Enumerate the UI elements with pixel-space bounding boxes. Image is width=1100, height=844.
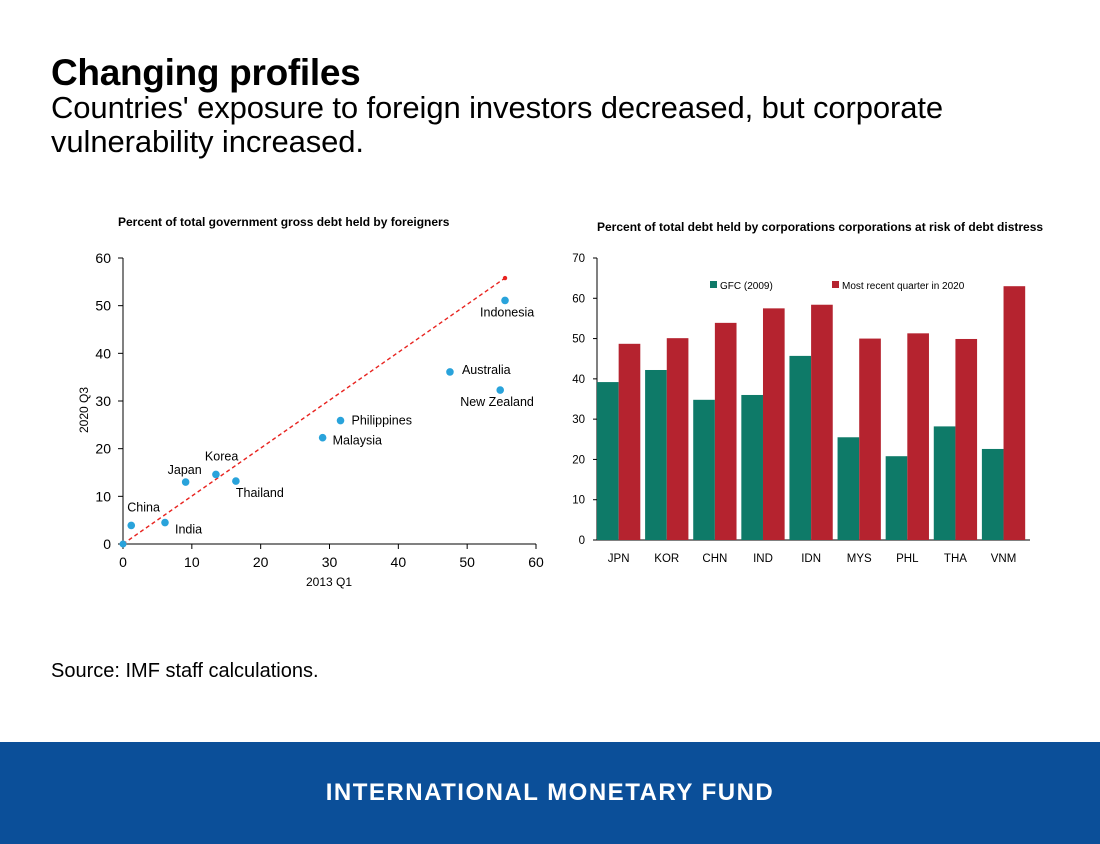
scatter-point bbox=[496, 386, 505, 394]
bar-y-tick-label: 10 bbox=[572, 495, 585, 507]
bar-recent bbox=[714, 322, 737, 540]
scatter-point-label: New Zealand bbox=[460, 395, 534, 409]
source-note: Source: IMF staff calculations. bbox=[51, 660, 319, 682]
bar-gfc bbox=[837, 437, 860, 540]
bar-category-label: JPN bbox=[608, 553, 630, 565]
scatter-x-tick-label: 30 bbox=[322, 554, 338, 570]
page-subtitle: Countries' exposure to foreign investors… bbox=[51, 90, 944, 159]
footer-banner: INTERNATIONAL MONETARY FUND bbox=[0, 742, 1100, 844]
scatter-point bbox=[212, 470, 220, 479]
bar-gfc bbox=[789, 355, 812, 540]
scatter-origin-point bbox=[119, 540, 127, 548]
bar-y-tick-label: 20 bbox=[572, 454, 585, 466]
bar-gfc bbox=[885, 456, 908, 540]
scatter-y-tick-label: 60 bbox=[95, 250, 111, 266]
bar-y-tick-label: 30 bbox=[572, 414, 585, 426]
bar-category-label: THA bbox=[944, 553, 967, 565]
scatter-point bbox=[318, 433, 327, 442]
bar-gfc bbox=[933, 426, 956, 540]
bar-recent bbox=[762, 308, 785, 540]
scatter-point-label: China bbox=[127, 500, 160, 514]
scatter-x-tick-label: 0 bbox=[119, 554, 127, 570]
bar-y-tick-label: 0 bbox=[579, 535, 585, 547]
scatter-chart-title: Percent of total government gross debt h… bbox=[118, 215, 450, 229]
scatter-x-axis-title: 2013 Q1 bbox=[306, 575, 352, 589]
bar-category-label: KOR bbox=[654, 553, 679, 565]
bar-recent bbox=[907, 333, 929, 540]
bar-recent bbox=[859, 338, 881, 540]
bar-gfc bbox=[645, 369, 667, 540]
bar-gfc bbox=[597, 382, 619, 540]
scatter-y-axis-title: 2020 Q3 bbox=[77, 387, 91, 433]
bar-plot-area bbox=[597, 286, 1026, 540]
scatter-point bbox=[161, 518, 169, 527]
scatter-axes: 0 10 20 30 40 50 60 0 10 20 30 40 50 60 bbox=[95, 250, 544, 570]
bar-recent bbox=[1003, 286, 1026, 540]
bar-category-label: VNM bbox=[991, 553, 1017, 565]
scatter-point-label: Japan bbox=[168, 463, 202, 477]
bar-recent bbox=[666, 338, 689, 540]
bar-y-tick-label: 40 bbox=[572, 374, 585, 386]
scatter-y-tick-label: 0 bbox=[103, 536, 111, 552]
bar-y-tick-label: 60 bbox=[572, 293, 585, 305]
bar-category-label: PHL bbox=[896, 553, 919, 565]
bar-legend-swatch bbox=[832, 281, 839, 288]
scatter-point bbox=[501, 296, 509, 305]
footer-logo-text: INTERNATIONAL MONETARY FUND bbox=[325, 779, 775, 806]
bar-gfc bbox=[693, 399, 715, 540]
bar-chart: Percent of total debt held by corporatio… bbox=[572, 220, 1043, 565]
scatter-point-label: Korea bbox=[205, 449, 238, 463]
scatter-chart: Percent of total government gross debt h… bbox=[77, 215, 544, 589]
bar-legend-label: GFC (2009) bbox=[720, 281, 773, 292]
scatter-point bbox=[232, 477, 240, 485]
bar-legend-swatch bbox=[710, 281, 717, 288]
scatter-x-tick-label: 50 bbox=[459, 554, 475, 570]
scatter-x-tick-label: 40 bbox=[391, 554, 407, 570]
scatter-point-label: Thailand bbox=[236, 486, 284, 500]
scatter-point bbox=[336, 416, 345, 425]
bar-chart-title: Percent of total debt held by corporatio… bbox=[597, 220, 1043, 234]
scatter-y-tick-label: 10 bbox=[95, 488, 111, 504]
bar-category-label: CHN bbox=[702, 553, 727, 565]
bar-legend: GFC (2009) Most recent quarter in 2020 bbox=[710, 281, 965, 292]
bar-category-label: MYS bbox=[847, 553, 872, 565]
scatter-reference-line-end bbox=[502, 275, 508, 281]
scatter-y-tick-label: 50 bbox=[95, 298, 111, 314]
scatter-point-label: Philippines bbox=[352, 414, 412, 428]
scatter-point-label: India bbox=[175, 523, 202, 537]
bar-recent bbox=[955, 338, 978, 540]
bar-gfc bbox=[981, 448, 1004, 540]
scatter-point bbox=[127, 521, 136, 530]
scatter-x-tick-label: 10 bbox=[184, 554, 200, 570]
page-title: Changing profiles bbox=[51, 52, 361, 93]
scatter-y-tick-label: 20 bbox=[95, 441, 111, 457]
bar-recent bbox=[618, 343, 641, 540]
bar-y-tick-label: 50 bbox=[572, 334, 585, 346]
scatter-x-tick-label: 20 bbox=[253, 554, 269, 570]
scatter-point-label: Indonesia bbox=[480, 305, 534, 319]
scatter-x-tick-label: 60 bbox=[528, 554, 544, 570]
bar-category-label: IDN bbox=[801, 553, 821, 565]
bar-recent bbox=[811, 304, 833, 540]
scatter-point bbox=[446, 368, 454, 376]
scatter-point bbox=[181, 478, 190, 486]
scatter-point-label: Malaysia bbox=[333, 434, 382, 448]
bar-gfc bbox=[741, 394, 763, 540]
scatter-reference-line bbox=[122, 277, 506, 545]
scatter-y-tick-label: 40 bbox=[95, 345, 111, 361]
bar-legend-label: Most recent quarter in 2020 bbox=[842, 281, 965, 292]
bar-y-tick-label: 70 bbox=[572, 253, 585, 265]
scatter-point-label: Australia bbox=[462, 363, 511, 377]
bar-category-label: IND bbox=[753, 553, 773, 565]
scatter-y-tick-label: 30 bbox=[95, 393, 111, 409]
